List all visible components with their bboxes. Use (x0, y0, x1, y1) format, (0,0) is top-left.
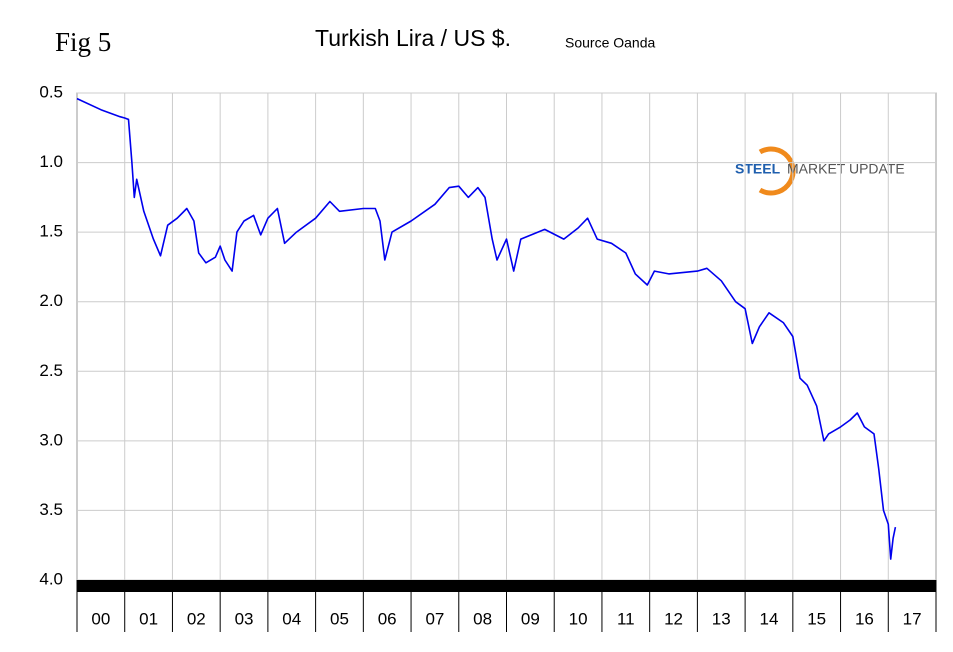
x-tick-label: 12 (664, 609, 683, 628)
data-line (76, 97, 897, 560)
x-tick-label: 04 (282, 609, 301, 628)
y-tick-label: 4.0 (39, 569, 63, 588)
chart-title: Turkish Lira / US $. (315, 25, 511, 51)
source-note: Source Oanda (565, 35, 655, 51)
x-tick-label: 15 (807, 609, 826, 628)
axis-bar (77, 580, 936, 592)
x-tick-label: 00 (91, 609, 110, 628)
y-tick-label: 3.0 (39, 430, 63, 449)
x-tick-label: 16 (855, 609, 874, 628)
x-tick-label: 02 (187, 609, 206, 628)
x-tick-label: 03 (235, 609, 254, 628)
x-tick-label: 09 (521, 609, 540, 628)
y-tick-label: 1.0 (39, 152, 63, 171)
x-tick-label: 10 (569, 609, 588, 628)
x-tick-label: 07 (425, 609, 444, 628)
x-tick-label: 14 (760, 609, 779, 628)
logo: STEEL MARKET UPDATE (735, 146, 905, 196)
x-tick-label: 08 (473, 609, 492, 628)
y-tick-label: 1.5 (39, 222, 63, 241)
logo-text: STEEL (735, 161, 781, 177)
figure-label: Fig 5 (55, 27, 111, 57)
y-tick-label: 3.5 (39, 500, 63, 519)
x-tick-label: 01 (139, 609, 158, 628)
logo-text: MARKET UPDATE (787, 161, 905, 177)
x-tick-label: 06 (378, 609, 397, 628)
x-tick-label: 11 (617, 609, 635, 628)
x-tick-label: 17 (903, 609, 922, 628)
y-tick-label: 2.0 (39, 291, 63, 310)
x-tick-label: 05 (330, 609, 349, 628)
y-tick-label: 0.5 (39, 82, 63, 101)
y-tick-label: 2.5 (39, 361, 63, 380)
x-tick-label: 13 (712, 609, 731, 628)
